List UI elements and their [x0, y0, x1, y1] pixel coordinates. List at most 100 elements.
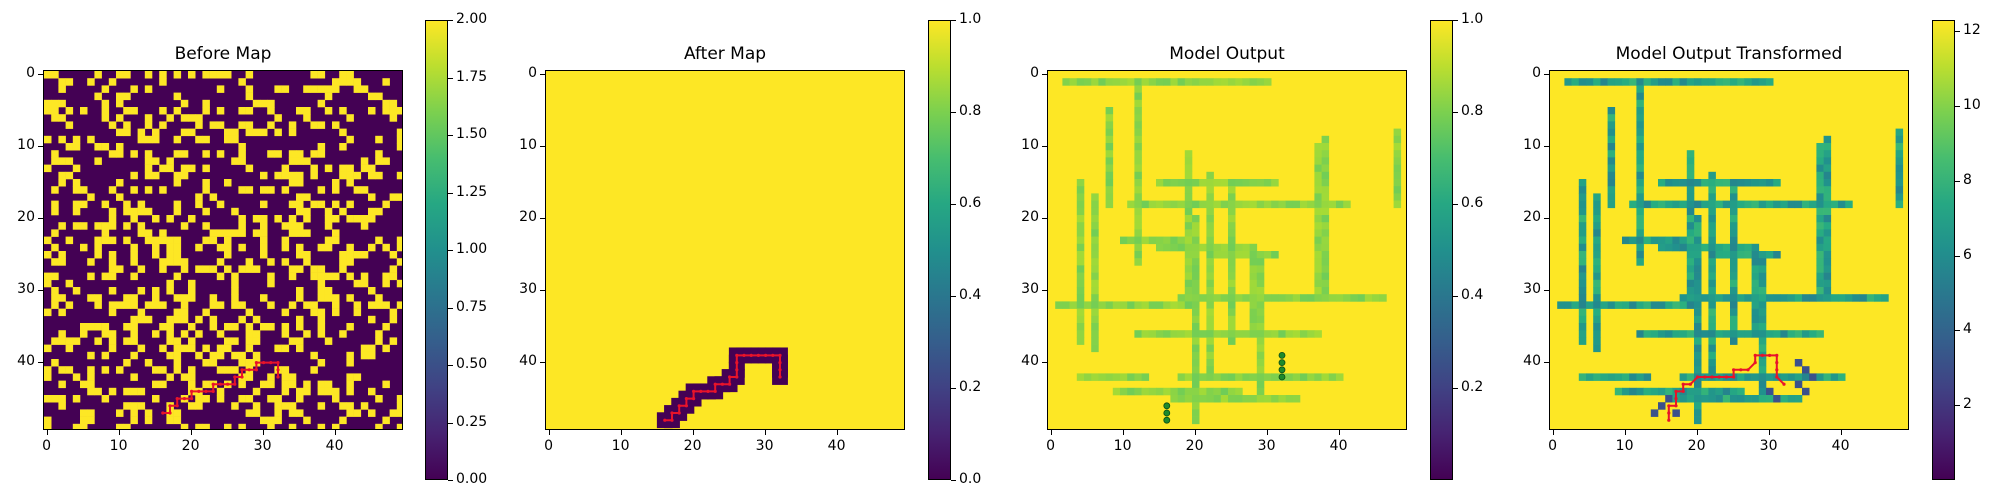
heatmap-cell	[1816, 330, 1824, 338]
heatmap-cell	[72, 337, 81, 345]
heatmap-cell	[260, 99, 268, 108]
heatmap-cell	[1751, 265, 1760, 273]
heatmap-cell	[1321, 193, 1330, 201]
heatmap-cell	[1314, 157, 1322, 165]
heatmap-cell	[324, 287, 333, 295]
heatmap-cell	[1134, 107, 1142, 115]
colorbar-tick-label: 10	[1963, 97, 1981, 114]
heatmap-cell	[1192, 351, 1200, 360]
heatmap-cell	[159, 121, 167, 129]
colorbar-tick-label: 2.00	[456, 11, 488, 27]
heatmap-cell	[1206, 179, 1214, 187]
heatmap-cell	[87, 193, 95, 201]
heatmap-cell	[58, 337, 66, 345]
heatmap-cell	[224, 344, 232, 353]
heatmap-cell	[1578, 272, 1587, 281]
heatmap-cell	[1256, 294, 1265, 302]
path-point	[254, 368, 258, 372]
heatmap-cell	[346, 402, 354, 410]
heatmap-cell	[1751, 258, 1760, 266]
heatmap-cell	[108, 301, 117, 309]
heatmap-cell	[188, 114, 196, 122]
heatmap-cell	[1256, 308, 1265, 317]
heatmap-cell	[1206, 366, 1214, 374]
heatmap-cell	[317, 315, 326, 324]
heatmap-cell	[1091, 200, 1099, 209]
heatmap-cell	[1643, 373, 1652, 381]
heatmap-cell	[224, 128, 232, 137]
heatmap-cell	[288, 265, 297, 273]
heatmap-cell	[1787, 294, 1796, 302]
heatmap-cell	[274, 171, 282, 180]
colorbar-tick-mark	[951, 204, 956, 205]
heatmap-cell	[130, 315, 138, 324]
heatmap-cell	[1256, 179, 1265, 187]
heatmap-cell	[1213, 243, 1222, 252]
heatmap-cell	[1758, 366, 1767, 374]
heatmap-cell	[396, 243, 402, 252]
heatmap-cell	[288, 423, 297, 429]
heatmap-cell	[1264, 200, 1272, 209]
x-tick-label: 20	[1185, 438, 1204, 454]
heatmap-cell	[1242, 330, 1250, 338]
heatmap-cell	[1256, 279, 1265, 288]
heatmap-cell	[1715, 387, 1724, 396]
heatmap-cell	[195, 423, 203, 429]
heatmap-cell	[123, 294, 131, 302]
heatmap-cell	[1076, 251, 1085, 259]
heatmap-cell	[1629, 200, 1637, 209]
heatmap-cell	[1694, 279, 1702, 288]
heatmap-cell	[1235, 251, 1243, 259]
heatmap-cell	[1134, 215, 1142, 223]
heatmap-cell	[166, 287, 174, 295]
heatmap-cell	[1730, 243, 1738, 252]
heatmap-cell	[324, 272, 333, 281]
heatmap-cell	[1192, 200, 1200, 209]
heatmap-cell	[1823, 279, 1832, 288]
heatmap-cell	[209, 351, 218, 360]
heatmap-cell	[346, 373, 354, 381]
heatmap-cell	[1393, 164, 1402, 173]
heatmap-cell	[1228, 251, 1236, 259]
heatmap-cell	[1300, 373, 1308, 381]
heatmap-cell	[1758, 387, 1767, 396]
y-tick-label: 30	[519, 280, 537, 297]
heatmap-cell	[1112, 387, 1121, 396]
heatmap-cell	[1686, 251, 1695, 259]
heatmap-cell	[137, 402, 146, 410]
heatmap-cell	[1679, 200, 1688, 209]
heatmap-cell	[202, 395, 210, 403]
heatmap-cell	[144, 114, 153, 122]
heatmap-cell	[202, 265, 210, 273]
heatmap-cell	[1730, 265, 1738, 273]
colorbar-tick-mark	[448, 480, 453, 481]
heatmap-cell	[339, 171, 347, 180]
heatmap-cell	[1686, 171, 1695, 180]
heatmap-cell	[1636, 193, 1644, 201]
heatmap-cell	[231, 402, 239, 410]
heatmap-cell	[1571, 78, 1580, 86]
heatmap-cell	[137, 207, 146, 216]
heatmap-cell	[130, 272, 138, 281]
heatmap-cell	[1084, 78, 1092, 86]
heatmap-cell	[1235, 330, 1243, 338]
heatmap-cell	[152, 128, 160, 137]
heatmap-cell	[180, 99, 189, 108]
heatmap-cell	[1802, 200, 1810, 209]
heatmap-cell	[209, 229, 218, 237]
heatmap-cell	[1701, 330, 1709, 338]
path-point	[204, 389, 208, 393]
heatmap-cell	[166, 258, 174, 266]
heatmap-cell	[1665, 236, 1673, 245]
heatmap-cell	[144, 359, 153, 367]
heatmap-cell	[1321, 207, 1330, 216]
heatmap-cell	[1593, 294, 1601, 302]
heatmap-cell	[1091, 78, 1099, 86]
heatmap-cell	[1134, 157, 1142, 165]
heatmap-cell	[1593, 215, 1601, 223]
heatmap-cell	[202, 344, 210, 353]
heatmap-cell	[1607, 301, 1616, 309]
heatmap-cell	[1686, 373, 1695, 381]
heatmap-cell	[1578, 308, 1587, 317]
heatmap-cell	[1679, 294, 1688, 302]
